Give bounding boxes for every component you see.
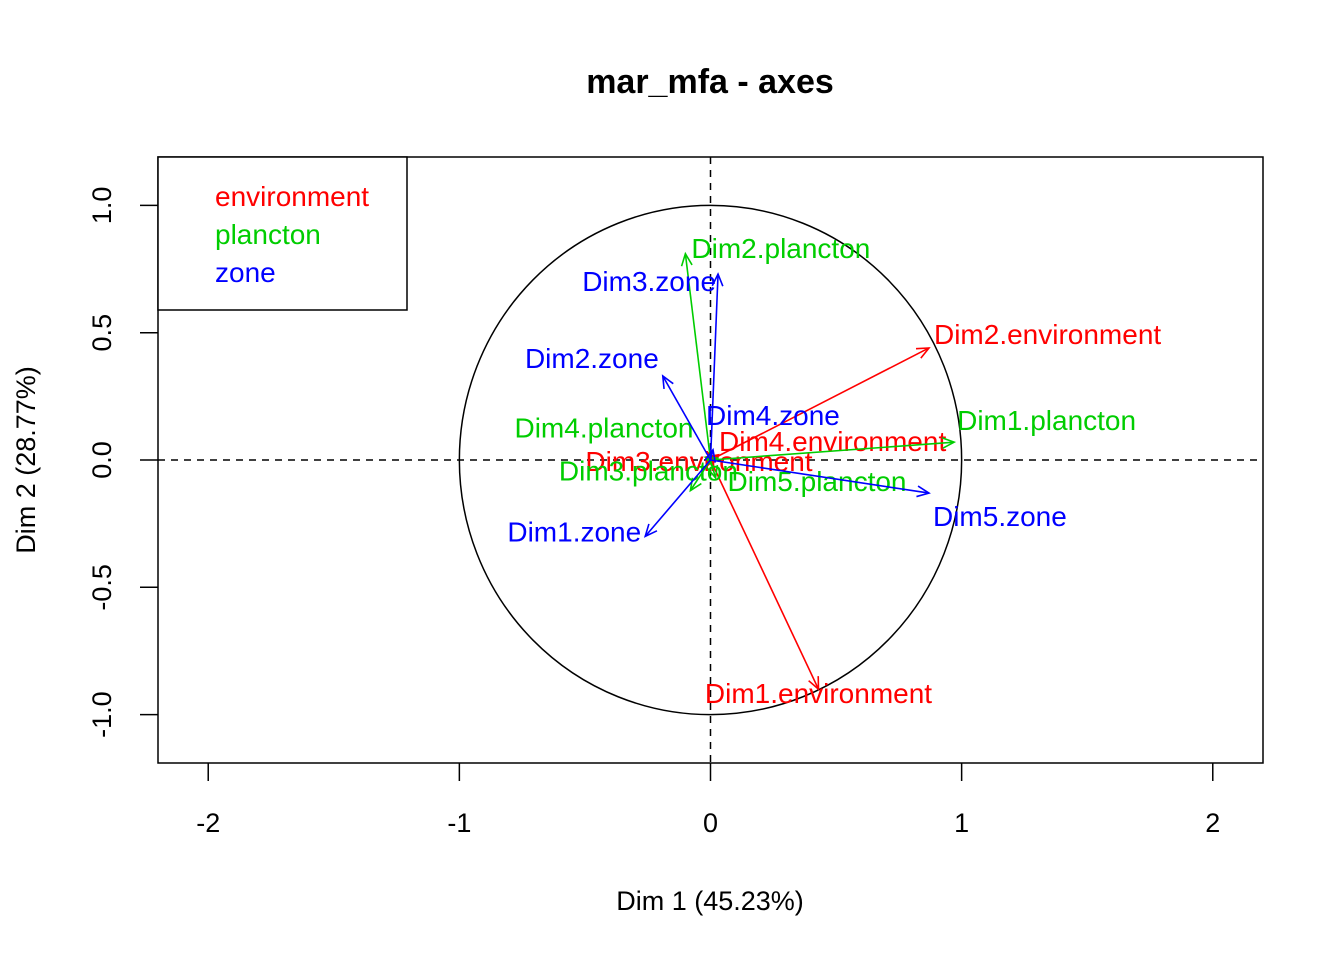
- y-axis-label: Dim 2 (28.77%): [11, 366, 41, 554]
- vector-arrowhead: [661, 374, 674, 389]
- vector-arrowhead: [941, 437, 957, 450]
- vector-arrowhead: [706, 464, 719, 480]
- vector-line: [644, 459, 712, 537]
- vector-line: [709, 459, 717, 479]
- y-tick-label: -1.0: [87, 691, 117, 738]
- vector-line: [709, 274, 719, 461]
- vector-line: [710, 459, 930, 494]
- x-tick-label: 0: [703, 808, 718, 838]
- vector-label: Dim4.zone: [706, 400, 840, 431]
- vector-arrowhead: [704, 447, 717, 463]
- y-tick-label: 0.0: [87, 441, 117, 479]
- vector-arrowhead: [680, 251, 693, 267]
- vector-label: Dim2.plancton: [691, 233, 870, 264]
- vector-line: [710, 347, 930, 461]
- vector-line: [684, 253, 712, 461]
- vector-label: Dim1.zone: [507, 516, 641, 547]
- vector-label: Dim5.plancton: [728, 466, 907, 497]
- vector-label: Dim3.environment: [585, 446, 812, 477]
- plot-area: -2 -1 0 1 2 -1.0 -0.5 0.0 0.5 1.0 environment planc…: [87, 156, 1264, 838]
- vector-line: [709, 459, 820, 690]
- x-tick-label: 1: [954, 808, 969, 838]
- vector-label: Dim4.plancton: [514, 412, 693, 443]
- legend-entry: plancton: [215, 219, 321, 250]
- vector-label: Dim1.plancton: [957, 405, 1136, 436]
- x-tick-label: 2: [1205, 808, 1220, 838]
- x-tick-label: -1: [447, 808, 471, 838]
- legend-box: [157, 156, 408, 311]
- vector-arrowhead: [915, 347, 931, 359]
- vector-arrowhead: [711, 272, 724, 287]
- vector-line: [710, 441, 955, 461]
- legend-entry: zone: [215, 257, 276, 288]
- vector-label: Dim2.environment: [934, 319, 1161, 350]
- vector-label: Dim5.zone: [933, 501, 1067, 532]
- vector-arrowhead: [916, 485, 931, 498]
- legend-entry: environment: [215, 181, 369, 212]
- vector-arrowhead: [643, 523, 658, 538]
- x-axis-label: Dim 1 (45.23%): [616, 886, 804, 916]
- vector-label: Dim1.environment: [705, 678, 932, 709]
- chart-title: mar_mfa - axes: [586, 63, 834, 101]
- y-tick-label: 1.0: [87, 187, 117, 225]
- y-tick-label: 0.5: [87, 314, 117, 352]
- vector-arrowhead: [808, 676, 820, 691]
- x-tick-label: -2: [196, 808, 220, 838]
- vector-label: Dim2.zone: [525, 343, 659, 374]
- y-tick-label: -0.5: [87, 564, 117, 611]
- vector-line: [662, 375, 712, 461]
- vector-label: Dim3.zone: [582, 266, 716, 297]
